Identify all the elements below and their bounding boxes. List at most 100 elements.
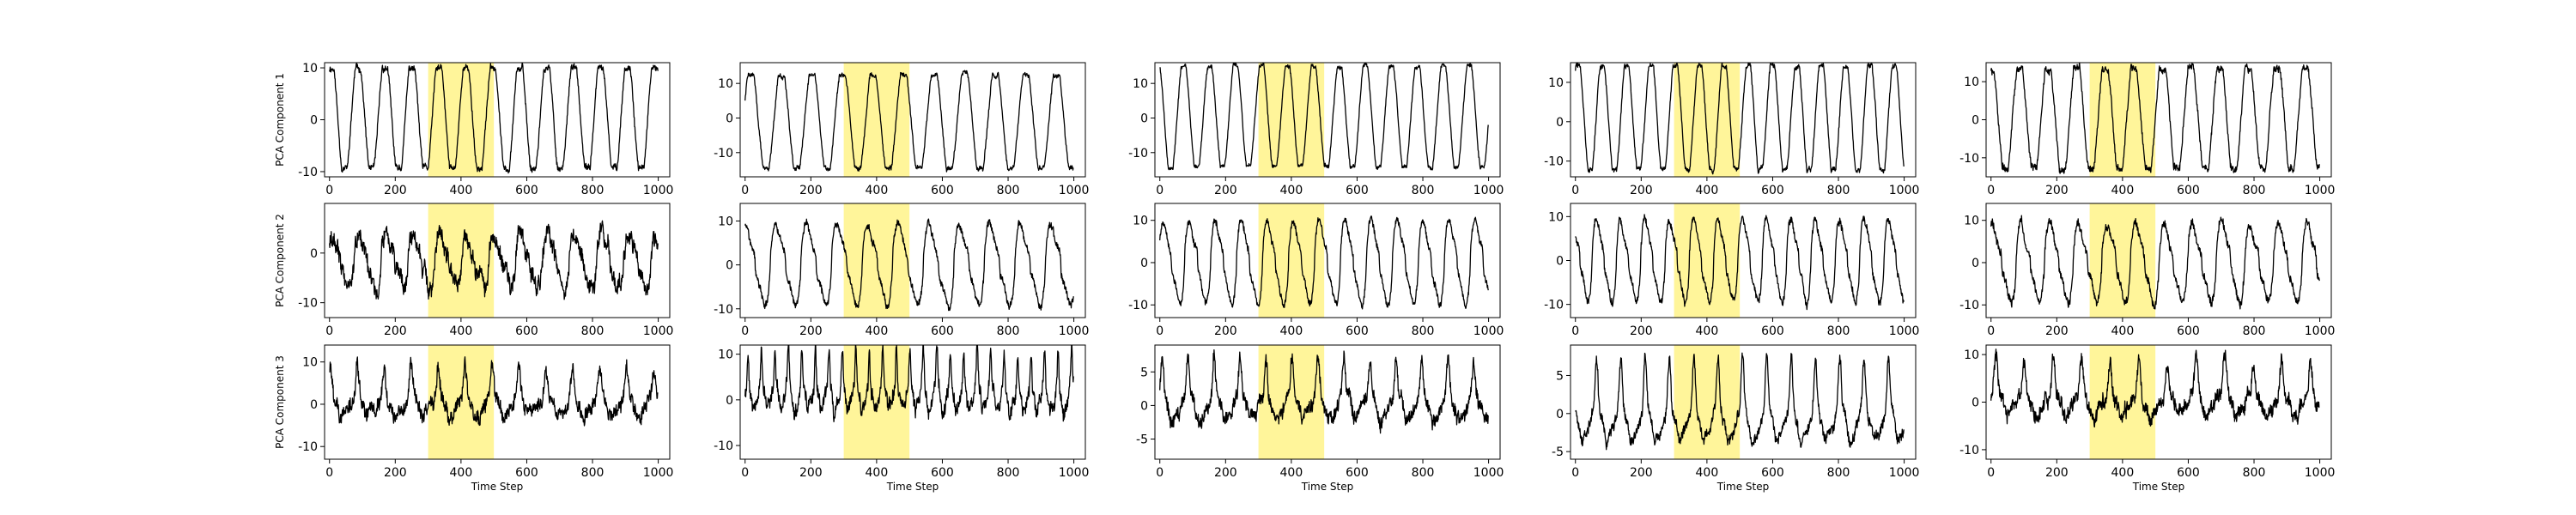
x-tick-label: 800: [581, 324, 605, 338]
y-tick-label: -10: [298, 166, 318, 179]
y-tick-label: 10: [1964, 348, 1979, 362]
x-tick-label: 600: [2177, 184, 2200, 197]
x-tick-label: 600: [1346, 324, 1369, 338]
x-tick-label: 800: [1412, 184, 1435, 197]
y-tick-label: 5: [1556, 369, 1564, 383]
series-line-0: [1159, 349, 1489, 434]
y-tick-label: 0: [1971, 397, 1979, 410]
y-tick-label: 10: [1133, 215, 1148, 228]
x-tick-label: 0: [1987, 324, 1995, 338]
x-tick-label: 1000: [1473, 466, 1504, 480]
x-tick-label: 200: [384, 466, 407, 480]
subplot-r2-c2: 0 200 400 600 800 1000 -5 0 5 Time Step: [1136, 344, 1504, 493]
y-tick-label: 10: [1964, 215, 1979, 228]
plot-frame: [739, 203, 1086, 318]
x-tick-label: 800: [581, 466, 605, 480]
x-tick-label: 200: [1214, 184, 1237, 197]
x-tick-label: 400: [1280, 466, 1303, 480]
y-tick-label: -10: [714, 147, 733, 161]
x-tick-label: 1000: [1473, 184, 1504, 197]
subplot-r1-c4: 0 200 400 600 800 1000 -10 0 10: [1959, 203, 2335, 338]
x-tick-label: 800: [2243, 324, 2266, 338]
x-tick-label: 1000: [1889, 184, 1920, 197]
y-tick-label: 0: [1971, 257, 1979, 270]
y-tick-label: 0: [1140, 112, 1148, 125]
x-tick-label: 800: [1827, 184, 1850, 197]
x-axis-title: Time Step: [2132, 481, 2185, 493]
series-line-0: [329, 63, 659, 174]
x-tick-label: 0: [325, 466, 333, 480]
series-line-0: [1575, 214, 1905, 311]
x-tick-label: 0: [1571, 184, 1579, 197]
x-tick-label: 800: [581, 184, 605, 197]
highlight-region: [1674, 203, 1741, 318]
x-tick-label: 400: [1280, 324, 1303, 338]
x-tick-label: 400: [1696, 466, 1719, 480]
subplot-r1-c3: 0 200 400 600 800 1000 -10 0 10: [1544, 203, 1919, 338]
y-tick-label: -10: [714, 303, 733, 317]
x-tick-label: 200: [799, 184, 823, 197]
plot-frame: [1154, 203, 1501, 318]
x-tick-label: 600: [931, 184, 954, 197]
highlight-region: [428, 203, 495, 318]
x-tick-label: 200: [2045, 324, 2069, 338]
series-line-0: [744, 70, 1074, 173]
plot-frame: [739, 344, 1086, 460]
x-tick-label: 800: [1827, 324, 1850, 338]
y-tick-label: 10: [1133, 77, 1148, 91]
x-tick-label: 200: [799, 324, 823, 338]
x-tick-label: 800: [2243, 184, 2266, 197]
x-tick-label: 400: [1696, 324, 1719, 338]
x-tick-label: 1000: [1059, 184, 1090, 197]
x-axis-title: Time Step: [1301, 481, 1354, 493]
series-line-0: [1159, 63, 1489, 171]
y-tick-label: 0: [1556, 255, 1564, 269]
highlight-region: [428, 345, 495, 459]
y-tick-label: 0: [1140, 257, 1148, 270]
subplot-r2-c0: 0 200 400 600 800 1000 -10 0 10 PCA Component 3 Ti…: [274, 344, 674, 493]
x-tick-label: 200: [1630, 324, 1653, 338]
x-axis-title: Time Step: [1716, 481, 1770, 493]
x-tick-label: 600: [515, 324, 538, 338]
y-tick-label: 10: [718, 348, 733, 362]
plot-frame: [1154, 62, 1501, 178]
y-tick-label: 10: [302, 62, 318, 76]
x-tick-label: 800: [997, 324, 1020, 338]
highlight-region: [843, 203, 910, 318]
x-tick-label: 400: [866, 324, 889, 338]
x-tick-label: 0: [741, 184, 749, 197]
x-tick-label: 0: [741, 324, 749, 338]
x-tick-label: 400: [450, 184, 473, 197]
highlight-region: [1674, 63, 1741, 177]
y-tick-label: 10: [1548, 76, 1564, 90]
x-tick-label: 600: [515, 466, 538, 480]
x-tick-label: 1000: [643, 324, 674, 338]
x-tick-label: 600: [931, 324, 954, 338]
y-tick-label: 0: [726, 394, 733, 408]
y-tick-label: 0: [1971, 114, 1979, 128]
x-tick-label: 0: [325, 324, 333, 338]
y-tick-label: 0: [1556, 116, 1564, 130]
plot-frame: [324, 344, 671, 460]
x-tick-label: 1000: [2305, 324, 2336, 338]
y-tick-label: 10: [1548, 210, 1564, 224]
x-tick-label: 400: [450, 466, 473, 480]
subplot-r0-c1: 0 200 400 600 800 1000 -10 0 10: [714, 62, 1090, 197]
highlight-region: [2089, 203, 2156, 318]
y-tick-label: -10: [298, 297, 318, 311]
subplot-r0-c2: 0 200 400 600 800 1000 -10 0 10: [1128, 62, 1504, 197]
plot-frame: [1570, 344, 1917, 460]
x-tick-label: 1000: [643, 184, 674, 197]
subplot-r1-c2: 0 200 400 600 800 1000 -10 0 10: [1128, 203, 1504, 338]
series-line-0: [1159, 215, 1489, 310]
y-tick-label: -10: [714, 439, 733, 453]
series-line-0: [744, 218, 1074, 312]
x-tick-label: 800: [1412, 324, 1435, 338]
x-tick-label: 200: [384, 324, 407, 338]
plot-frame: [739, 62, 1086, 178]
x-tick-label: 400: [1280, 184, 1303, 197]
subplot-r1-c0: 0 200 400 600 800 1000 -10 0 PCA Component 2: [274, 203, 673, 338]
x-tick-label: 1000: [643, 466, 674, 480]
x-tick-label: 400: [1696, 184, 1719, 197]
y-axis-title: PCA Component 2: [274, 214, 286, 307]
